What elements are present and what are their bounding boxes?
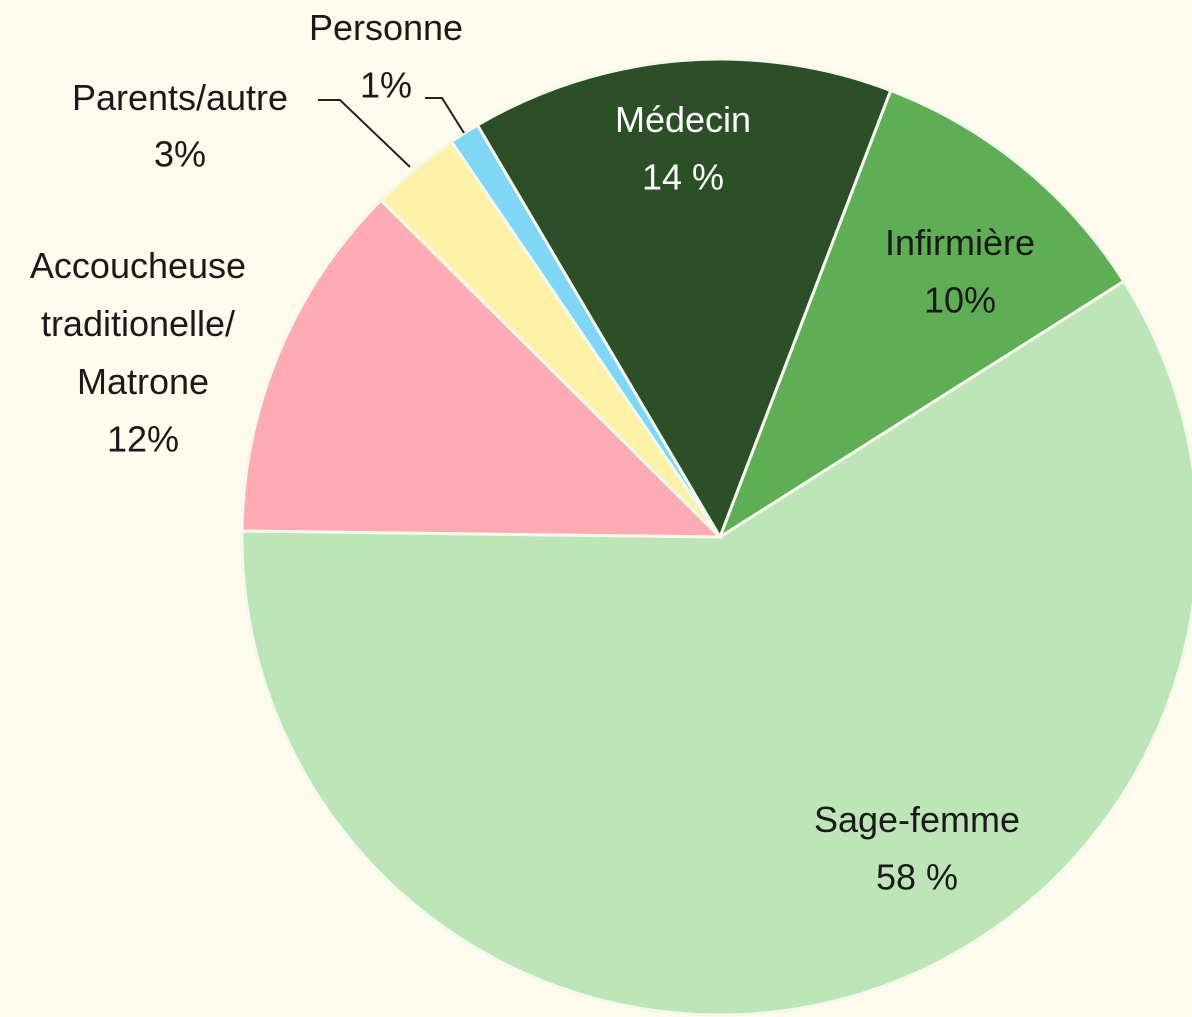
value-label: 3% [154,134,206,175]
value-label: 14 % [642,157,724,198]
slice-label: Accoucheuse traditionelle/ Matrone [30,245,256,402]
pie-slice [240,279,1192,1017]
value-label: 10% [924,280,996,321]
pie-slice [240,198,724,539]
pie-slice [449,123,722,538]
slice-label: Personne [309,7,463,48]
value-label: 58 % [876,857,958,898]
pie-slice [475,57,893,541]
pie-slice [716,88,1126,541]
leader-line [425,97,465,134]
slices [240,57,1192,1017]
slice-label: Sage-femme [814,799,1020,840]
value-label: 1% [360,65,412,106]
slice-label: Parents/autre [72,77,288,118]
value-label: 12% [107,419,179,460]
leader-line [318,99,411,168]
slice-label: Médecin [615,99,751,140]
slice-label: Infirmière [885,222,1035,263]
